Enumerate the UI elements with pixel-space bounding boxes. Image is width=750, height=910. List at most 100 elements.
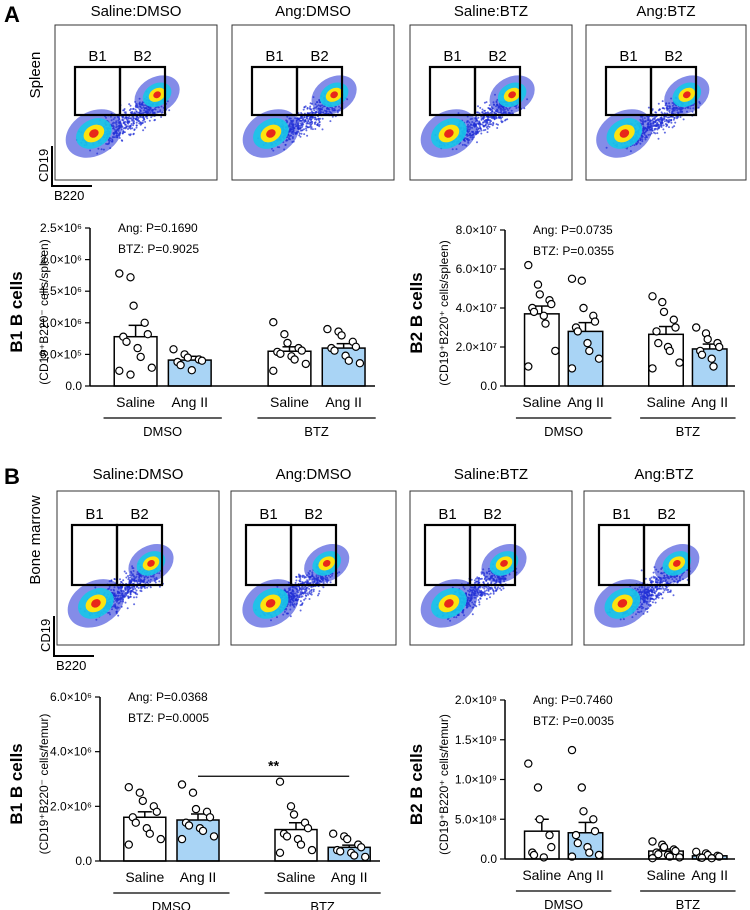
b1-population-blob [91,599,101,608]
flow-event [476,120,479,123]
y-tick-label: 5.0×10⁵ [40,347,82,361]
flow-event [134,587,137,590]
flow-event [666,120,669,123]
flow-event [301,118,304,121]
y-tick-label: 0.0 [75,854,92,868]
flow-event [670,118,673,121]
flow-event [300,112,303,114]
data-point [524,260,533,270]
data-point [529,307,539,317]
data-point [697,853,707,863]
flow-event [127,589,130,592]
flow-event [298,579,301,582]
chart-title: B2 B cells [407,744,426,825]
flow-event [492,592,495,595]
y-tick-label: 6.0×10⁶ [50,690,92,704]
flow-event [300,126,303,129]
flow-event [299,609,302,612]
gate-label-b1: B1 [88,48,106,65]
data-point [529,850,539,860]
flow-event [317,594,319,597]
flow-event [653,576,656,579]
gate-b2 [118,65,167,117]
flow-event [306,134,309,137]
flow-event [126,121,129,124]
flow-event [486,111,489,114]
flow-event [649,588,652,591]
data-point [671,846,680,856]
data-point [126,273,135,282]
flow-event [122,122,125,125]
flow-event [485,589,488,592]
gate-label-b1: B1 [619,48,637,65]
flow-event [482,591,485,594]
gate-label-b2: B2 [664,48,682,65]
data-point [535,290,545,299]
data-point [703,335,712,344]
data-point [136,352,145,362]
flow-event [303,586,305,589]
data-point [343,834,352,844]
flow-event [672,594,675,597]
flow-event [479,128,482,130]
y-tick-label: 1.0×10⁹ [455,773,497,787]
flow-event [146,586,149,589]
flow-event [124,123,127,126]
data-point [692,323,701,332]
data-point [665,346,675,356]
flow-event [299,119,302,122]
data-point [577,276,587,285]
flow-event [303,128,305,131]
flow-event [300,593,303,596]
data-point [357,843,366,852]
flow-event [658,127,660,130]
flow-event [475,115,478,118]
flow-event [672,118,675,121]
flow-event [497,116,500,119]
flow-event [303,133,306,136]
data-point [571,830,581,840]
data-point [585,346,594,356]
flow-event [298,575,301,578]
flow-event [126,119,129,122]
flow-event [487,589,490,592]
flow-event [113,578,116,581]
flow-event [661,100,664,103]
y-tick-label: 2.0×10⁷ [456,340,497,354]
y-tick-label: 6.0×10⁷ [456,262,497,276]
data-point [659,842,669,852]
flow-event [492,121,495,124]
flow-event [663,120,666,123]
flow-plot-title: Ang:BTZ [634,466,693,483]
flow-event [668,590,671,593]
flow-event [142,119,144,122]
flow-event [126,607,129,610]
flow-event [298,134,301,137]
flow-event [158,585,161,588]
flow-event [484,119,487,122]
flow-event [139,123,142,126]
y-tick-label: 4.0×10⁶ [50,745,92,759]
flow-event [129,587,132,590]
flow-event [131,589,133,592]
flow-event [299,117,301,120]
flow-event [310,108,313,111]
flow-event [304,588,307,591]
flow-plot-title: Ang:DMSO [275,3,351,20]
flow-event [129,127,132,130]
flow-event [125,576,128,579]
flow-plot-title: Saline:BTZ [454,3,528,20]
data-point [156,834,165,844]
gate-b2 [295,65,344,117]
flow-event [300,123,303,126]
x-tick-label: Ang II [325,394,362,410]
flow-event [647,106,650,109]
flow-event [475,577,478,580]
flow-event [308,598,311,600]
flow-event [667,588,670,591]
flow-event [501,116,504,119]
